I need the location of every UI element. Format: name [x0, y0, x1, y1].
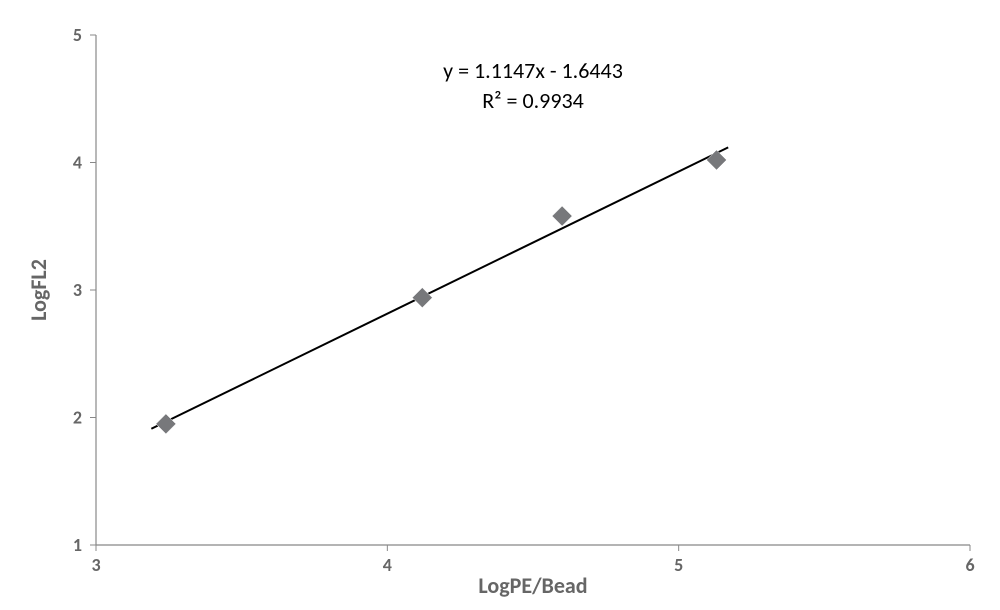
data-point [707, 150, 727, 170]
y-tick-label: 1 [73, 534, 82, 556]
x-axis-label: LogPE/Bead [478, 572, 587, 599]
data-point [412, 288, 432, 308]
trend-line [151, 147, 728, 428]
x-tick-label: 6 [965, 554, 974, 576]
x-tick-label: 3 [91, 554, 100, 576]
y-tick-label: 2 [73, 407, 82, 429]
y-tick-label: 5 [73, 24, 82, 46]
y-axis-label: LogFL2 [25, 259, 52, 321]
rsquared-text: R² = 0.9934 [482, 87, 584, 114]
x-tick-label: 5 [674, 554, 683, 576]
scatter-chart: 3 4 5 6 1 2 3 4 5 LogPE/Bead LogFL2 y = 1.1147x - 1… [0, 0, 1000, 605]
chart-svg: 3 4 5 6 1 2 3 4 5 LogPE/Bead LogFL2 y = 1.1147x - 1… [0, 0, 1000, 605]
equation-text: y = 1.1147x - 1.6443 [443, 57, 623, 84]
y-tick-label: 3 [73, 279, 82, 301]
data-point [552, 206, 572, 226]
data-point [156, 414, 176, 434]
y-tick-label: 4 [73, 152, 82, 174]
x-tick-label: 4 [383, 554, 392, 576]
